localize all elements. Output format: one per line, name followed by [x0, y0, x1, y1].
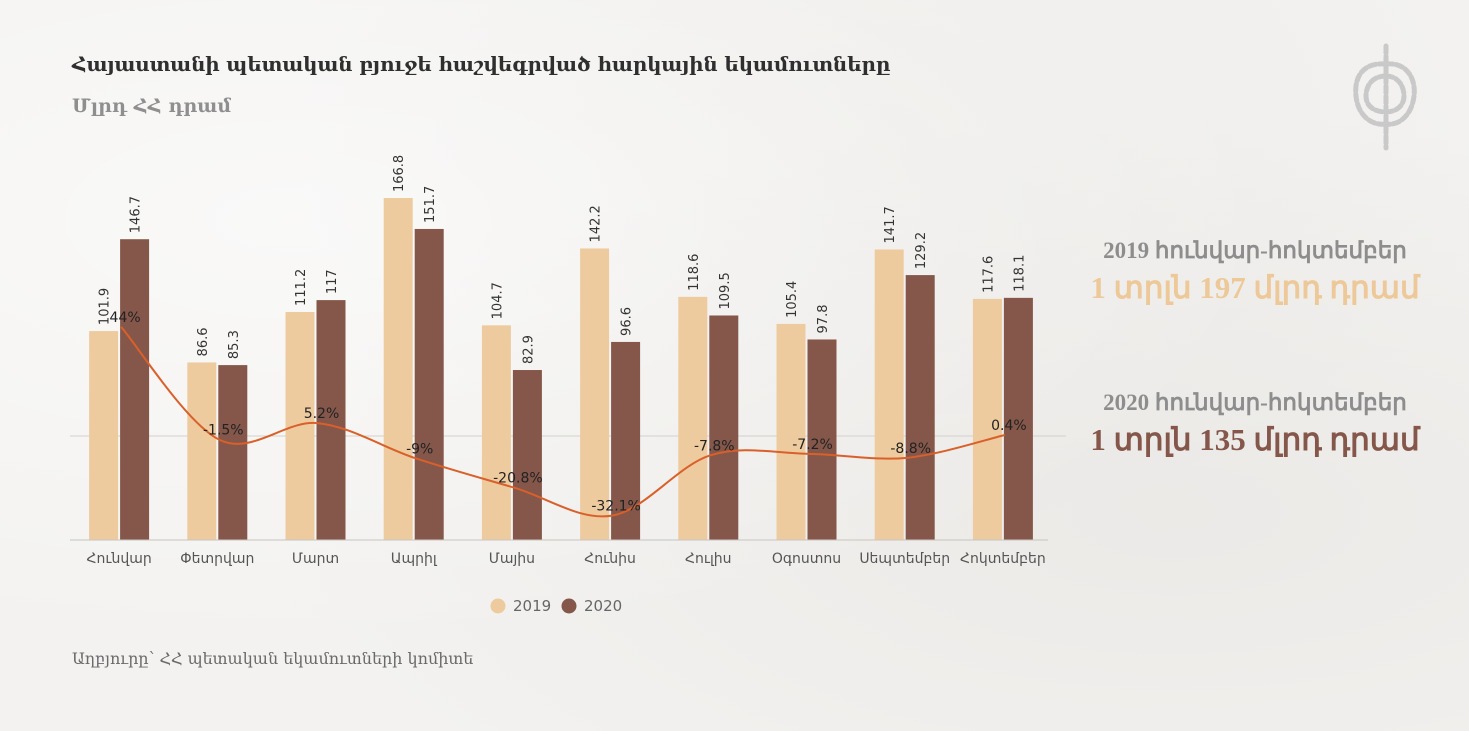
value-label-2020: 146.7	[129, 196, 144, 233]
legend-label-2019: 2019	[513, 597, 551, 615]
change-label: 5.2%	[304, 406, 340, 422]
category-label: Փետրվար	[180, 551, 254, 567]
source-note: Աղբյուրը՝ ՀՀ պետական եկամուտների կոմիտե	[72, 649, 474, 668]
bar-2020	[905, 275, 935, 540]
legend-marker-2020	[561, 598, 577, 614]
chart-title: Հայաստանի պետական բյուջե հաշվեգրված հարկ…	[72, 52, 891, 76]
bar-2020	[414, 228, 444, 540]
bar-2020	[218, 365, 248, 540]
category-label: Հուլիս	[685, 551, 732, 567]
change-label: 0.4%	[991, 418, 1027, 434]
category-label: Օգոստոս	[772, 551, 841, 567]
bar-2019	[580, 248, 610, 540]
change-label: 44%	[110, 310, 141, 326]
value-label-2019: 118.6	[687, 254, 702, 291]
bar-2019	[285, 312, 315, 540]
change-line	[120, 326, 1006, 518]
change-label: -7.2%	[792, 437, 833, 453]
chart-subtitle: Մլրդ ՀՀ դրամ	[72, 95, 232, 117]
value-label-2020: 96.6	[620, 307, 635, 336]
category-label: Մայիս	[489, 551, 535, 567]
summary-label-2020: 2020 հունվար-հոկտեմբեր	[1103, 390, 1407, 415]
category-label: Հոկտեմբեր	[960, 551, 1046, 567]
bar-2020	[316, 300, 346, 540]
category-label: Մարտ	[292, 551, 339, 567]
bar-2020	[807, 339, 837, 540]
value-label-2019: 142.2	[589, 205, 604, 242]
bar-2019	[972, 298, 1002, 540]
bar-2020	[512, 370, 542, 540]
value-label-2019: 111.2	[294, 269, 309, 306]
bar-2019	[89, 331, 119, 540]
summary-2020: 2020 հունվար-հոկտեմբեր 1 տրլն 135 մլրդ դ…	[1085, 390, 1425, 458]
bar-2019	[874, 249, 904, 540]
value-label-2019: 117.6	[981, 256, 996, 293]
bar-2019	[187, 362, 217, 540]
legend-label-2020: 2020	[584, 597, 622, 615]
value-label-2020: 117	[325, 269, 340, 294]
value-label-2019: 104.7	[490, 282, 505, 319]
change-label: -1.5%	[203, 423, 244, 439]
category-label: Ապրիլ	[391, 551, 438, 567]
bar-2020	[1003, 297, 1033, 540]
summary-2019: 2019 հունվար-հոկտեմբեր 1 տրլն 197 մլրդ դ…	[1085, 238, 1425, 306]
value-label-2020: 129.2	[914, 232, 929, 269]
bar-2019	[383, 198, 413, 540]
category-label: Սեպտեմբեր	[859, 551, 950, 567]
legend-marker-2019	[490, 598, 506, 614]
change-label: -8.8%	[890, 441, 931, 457]
summary-value-2020: 1 տրլն 135 մլրդ դրամ	[1090, 422, 1420, 457]
value-label-2019: 105.4	[785, 281, 800, 318]
value-label-2020: 109.5	[718, 272, 733, 309]
bar-2020	[709, 315, 739, 540]
value-label-2020: 82.9	[521, 335, 536, 364]
bar-2019	[481, 325, 511, 540]
change-label: -20.8%	[493, 471, 543, 487]
bar-2020	[120, 239, 150, 541]
summary-label-2019: 2019 հունվար-հոկտեմբեր	[1103, 238, 1407, 263]
value-label-2020: 97.8	[816, 305, 831, 334]
category-label: Հունվար	[86, 551, 151, 567]
value-label-2019: 86.6	[196, 327, 211, 356]
emblem-svg	[1353, 43, 1417, 151]
emblem-icon	[1348, 42, 1420, 158]
value-label-2019: 101.9	[98, 288, 113, 325]
value-label-2020: 85.3	[227, 330, 242, 359]
change-label: -9%	[406, 441, 433, 457]
category-label: Հունիս	[584, 551, 636, 567]
bar-2019	[678, 296, 708, 540]
value-label-2019: 141.7	[883, 206, 898, 243]
change-label: -32.1%	[591, 499, 641, 515]
value-label-2019: 166.8	[392, 155, 407, 192]
bar-2019	[776, 323, 806, 540]
value-label-2020: 118.1	[1012, 255, 1027, 292]
change-label: -7.8%	[694, 438, 735, 454]
summary-value-2019: 1 տրլն 197 մլրդ դրամ	[1090, 270, 1420, 305]
value-label-2020: 151.7	[423, 186, 438, 223]
